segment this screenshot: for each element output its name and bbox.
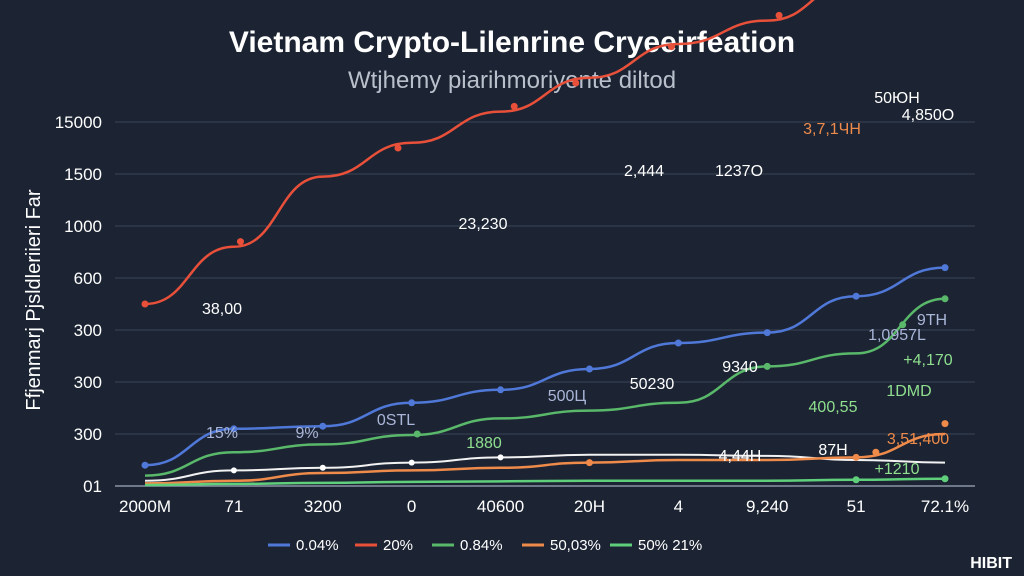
x-tick-label: 4 — [674, 497, 683, 516]
series-marker-0 — [497, 386, 505, 394]
series-marker-4 — [852, 476, 860, 484]
data-label: 4,44H — [719, 448, 762, 465]
data-label: 500Ц — [548, 388, 587, 405]
series-marker-1 — [667, 43, 675, 51]
x-tick-label: 9,240 — [746, 497, 789, 516]
x-tick-label: 2000M — [119, 497, 171, 516]
x-tick-label: 3200 — [304, 497, 342, 516]
series-marker-2 — [899, 321, 907, 329]
data-label: 9TH — [917, 312, 947, 329]
x-tick-label: 20H — [574, 497, 605, 516]
series-marker-white — [319, 464, 326, 471]
data-label: 50230 — [630, 376, 675, 393]
y-tick-label: 300 — [74, 425, 102, 444]
x-tick-label: 72.1% — [921, 497, 969, 516]
series-line-1 — [144, 0, 815, 306]
series-marker-0 — [408, 399, 416, 407]
series-marker-0 — [585, 365, 593, 373]
data-label: +4,170 — [903, 352, 952, 369]
series-marker-2 — [941, 295, 949, 303]
series-marker-0 — [674, 339, 682, 347]
legend-label: 0.04% — [296, 537, 339, 554]
series-marker-0 — [763, 329, 771, 337]
data-label: 1880 — [466, 435, 502, 452]
data-label: 0STL — [377, 412, 415, 429]
x-tick-label: 51 — [847, 497, 866, 516]
series-marker-1 — [510, 102, 518, 110]
y-tick-label: 1500 — [64, 165, 102, 184]
data-label: +1210 — [875, 461, 920, 478]
y-axis-label: Ffjenmarj Pjsldleriieri Far — [23, 189, 45, 410]
series-marker-0 — [319, 422, 327, 430]
y-tick-label: 300 — [74, 373, 102, 392]
data-label: 9340 — [722, 359, 758, 376]
data-label: 3,51,400 — [887, 431, 949, 448]
chart-title: Vietnam Crypto-Lilenrine Cryeeirfeation — [229, 26, 795, 59]
y-tick-label: 15000 — [55, 113, 102, 132]
series-marker-1 — [141, 300, 149, 308]
series-marker-0 — [230, 425, 238, 433]
y-tick-labels: 01 300 300 300 600 1000 1500 15000 — [55, 113, 102, 496]
x-tick-label: 40600 — [477, 497, 524, 516]
series-marker-0 — [941, 264, 949, 272]
series-line-2 — [144, 297, 946, 477]
series-line-4 — [144, 477, 946, 487]
series-marker-3 — [941, 420, 949, 428]
legend: 0.04% 20% 0.84% 50,03% 50% 21% — [268, 537, 702, 554]
series-marker-1 — [775, 11, 783, 19]
series-marker-1 — [236, 238, 244, 246]
series-marker-3 — [585, 459, 593, 467]
series-marker-1 — [572, 79, 580, 87]
data-label: 400,55 — [809, 399, 858, 416]
data-label: 38,00 — [202, 301, 242, 318]
y-tick-label: 1000 — [64, 217, 102, 236]
data-label: 50ЮH — [874, 90, 920, 107]
x-tick-label: 71 — [224, 497, 243, 516]
data-label: 2,444 — [624, 163, 664, 180]
gridlines — [115, 121, 975, 487]
series-marker-3 — [872, 448, 880, 456]
brand-watermark: HIBIT — [970, 555, 1012, 572]
data-label: 4,850O — [902, 107, 954, 124]
data-label: 1237O — [715, 163, 763, 180]
series-line-3 — [144, 432, 946, 485]
series-marker-2 — [763, 362, 771, 370]
series-marker-2 — [413, 430, 421, 438]
legend-label: 0.84% — [460, 537, 503, 554]
chart-subtitle: Wtjhemy piarihmoriyente diltod — [348, 67, 676, 94]
data-label: 87H — [818, 442, 847, 459]
y-tick-label: 600 — [74, 269, 102, 288]
series-line-0 — [144, 266, 946, 467]
series-marker-white — [408, 459, 415, 466]
series-lines — [141, 0, 949, 487]
x-tick-labels: 2000M 71 3200 0 40600 20H 4 9,240 51 72.1% — [119, 497, 969, 516]
x-tick-label: 0 — [407, 497, 416, 516]
data-label: 9% — [295, 425, 318, 442]
legend-label: 50% 21% — [638, 537, 702, 554]
legend-label: 50,03% — [550, 537, 601, 554]
data-label: 1DMD — [886, 383, 931, 400]
series-marker-1 — [394, 144, 402, 152]
series-marker-0 — [852, 292, 860, 300]
data-label: 3,7,1ЧH — [803, 121, 861, 138]
legend-label: 20% — [383, 537, 413, 554]
series-marker-0 — [141, 461, 149, 469]
series-marker-white — [497, 454, 504, 461]
y-tick-label: 01 — [83, 477, 102, 496]
series-marker-3 — [852, 453, 860, 461]
data-label: 15% — [206, 425, 238, 442]
series-marker-white — [230, 467, 237, 474]
data-label: 23,230 — [459, 216, 508, 233]
series-marker-4 — [941, 475, 949, 483]
y-tick-label: 300 — [74, 321, 102, 340]
data-label: 1,0957L — [868, 327, 926, 344]
